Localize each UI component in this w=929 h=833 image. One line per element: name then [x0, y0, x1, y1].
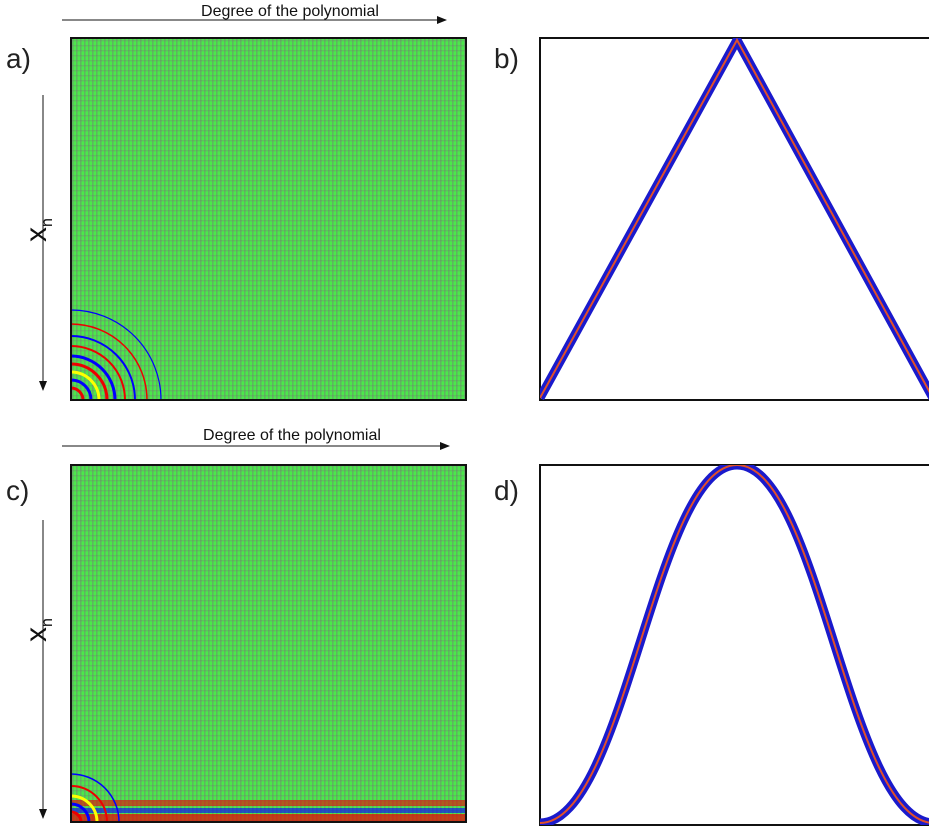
y-label-sub: n [39, 218, 56, 227]
y-label-main: x [20, 627, 53, 642]
y-axis-label: xn [20, 618, 56, 642]
panel-frame [539, 464, 929, 826]
curve [540, 465, 929, 825]
y-label-main: x [20, 227, 53, 242]
panel-frame [539, 37, 929, 401]
heatmap [71, 465, 466, 822]
panel-frame [70, 464, 467, 823]
panel-label: c) [6, 475, 29, 506]
panel-frame [70, 37, 467, 401]
x-axis-label: Degree of the polynomial [203, 427, 381, 444]
curve [540, 38, 929, 400]
panel-label: b) [494, 43, 519, 74]
y-axis-label: xn [20, 218, 56, 242]
y-label-sub: n [39, 618, 56, 627]
panel-label: a) [6, 43, 31, 74]
heatmap [71, 38, 466, 400]
x-axis-label: Degree of the polynomial [201, 3, 379, 20]
panel-label: d) [494, 475, 519, 506]
